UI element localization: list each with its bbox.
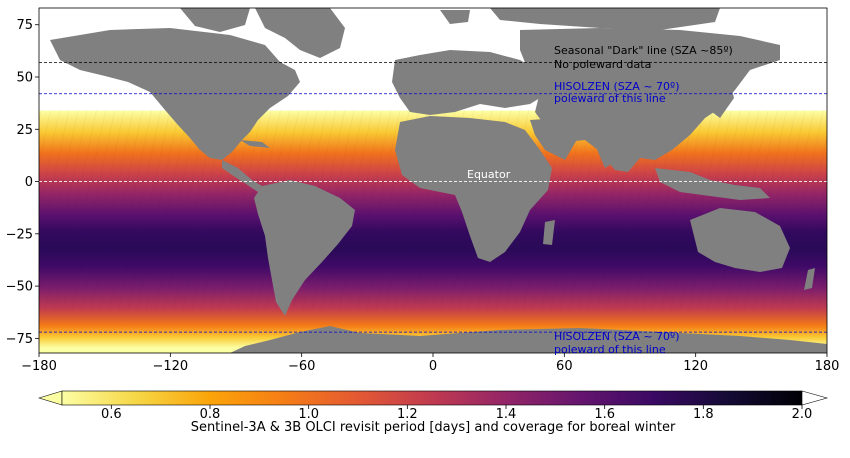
madagascar bbox=[543, 220, 555, 245]
y-tick-label: 50 bbox=[16, 71, 33, 86]
australia bbox=[690, 208, 790, 272]
hisolzen-south-sub: poleward of this line bbox=[554, 343, 666, 356]
japan bbox=[712, 82, 734, 118]
hisolzen-north-label: HISOLZEN (SZA ~ 70º) bbox=[554, 80, 680, 93]
colorbar-tick-label: 1.2 bbox=[397, 407, 418, 422]
arctic-russia bbox=[490, 8, 720, 30]
map-panel bbox=[39, 8, 827, 353]
x-tick-label: −60 bbox=[288, 359, 315, 374]
y-tick-label: −25 bbox=[6, 227, 33, 242]
y-tick-label: 75 bbox=[16, 18, 33, 33]
y-tick-label: −50 bbox=[6, 280, 33, 295]
central-america bbox=[222, 160, 262, 192]
asia bbox=[520, 28, 780, 172]
colorbar-extend-max bbox=[801, 390, 829, 406]
colorbar-tick-label: 1.8 bbox=[693, 407, 714, 422]
x-tick-label: 0 bbox=[429, 359, 437, 374]
hisolzen-south-label: HISOLZEN (SZA ~ 70º) bbox=[554, 330, 680, 343]
colorbar-ticks: 0.6 0.8 1.0 1.2 1.4 1.6 1.8 2.0 bbox=[101, 405, 812, 422]
africa bbox=[395, 116, 552, 262]
dark-line-label: Seasonal "Dark" line (SZA ~85º) bbox=[554, 44, 733, 57]
y-tick-label: −75 bbox=[6, 332, 33, 347]
x-axis: −180 −120 −60 0 60 120 180 bbox=[21, 353, 839, 374]
europe bbox=[392, 50, 545, 115]
arabia bbox=[530, 118, 578, 160]
caribbean bbox=[240, 140, 270, 148]
x-tick-label: −180 bbox=[21, 359, 57, 374]
colorbar-bar bbox=[61, 390, 803, 406]
x-tick-label: 120 bbox=[683, 359, 708, 374]
no-poleward-label: No poleward data bbox=[554, 58, 651, 71]
colorbar-tick-label: 0.8 bbox=[200, 407, 221, 422]
greenland bbox=[255, 8, 345, 58]
antarctica bbox=[230, 326, 827, 353]
hisolzen-north-sub: poleward of this line bbox=[554, 92, 666, 105]
india bbox=[590, 128, 628, 168]
colorbar-tick-label: 1.6 bbox=[594, 407, 615, 422]
x-tick-label: −120 bbox=[152, 359, 188, 374]
colorbar: 0.6 0.8 1.0 1.2 1.4 1.6 1.8 2.0 Sentinel-3A & 3… bbox=[37, 390, 829, 435]
colorbar-extend-min bbox=[37, 390, 63, 406]
colorbar-label: Sentinel-3A & 3B OLCI revisit period [da… bbox=[191, 420, 676, 435]
colorbar-tick-label: 1.4 bbox=[496, 407, 517, 422]
colorbar-tick-label: 0.6 bbox=[101, 407, 122, 422]
y-axis: 75 50 25 0 −25 −50 −75 bbox=[6, 18, 39, 347]
south-america bbox=[254, 180, 355, 316]
arctic-islands bbox=[180, 8, 250, 32]
colorbar-tick-label: 2.0 bbox=[792, 407, 813, 422]
british-isles bbox=[415, 60, 430, 82]
new-zealand bbox=[804, 268, 815, 290]
x-tick-label: 180 bbox=[815, 359, 840, 374]
southeast-asia bbox=[655, 168, 770, 200]
svalbard bbox=[440, 10, 470, 24]
equator-label: Equator bbox=[467, 168, 511, 181]
y-tick-label: 0 bbox=[25, 175, 33, 190]
colorbar-tick-label: 1.0 bbox=[298, 407, 319, 422]
y-tick-label: 25 bbox=[16, 123, 33, 138]
x-tick-label: 60 bbox=[556, 359, 573, 374]
